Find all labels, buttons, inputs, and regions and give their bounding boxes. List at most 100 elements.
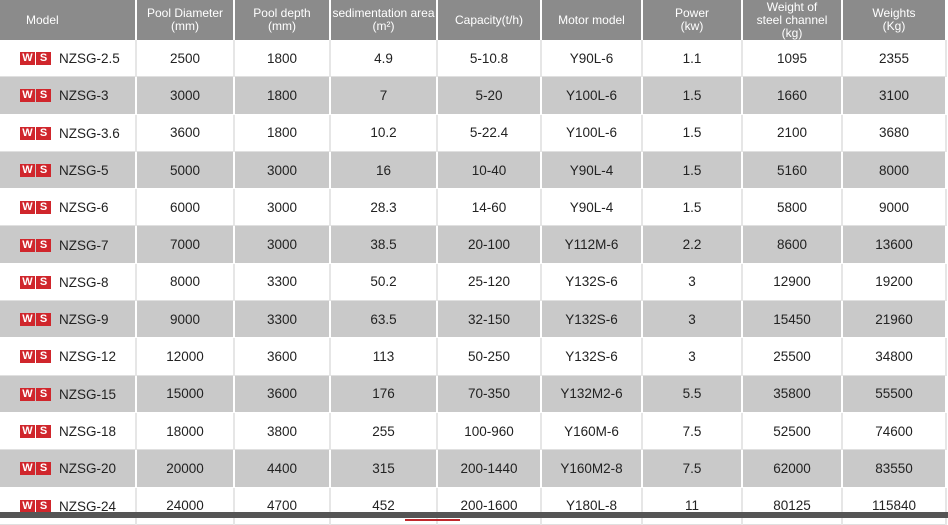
cell: 176	[330, 375, 438, 413]
cell: 3	[642, 337, 743, 376]
model-cell: W S NZSG-15	[0, 375, 137, 413]
model-cell: W S NZSG-3	[0, 76, 137, 115]
table-row: W S NZSG-6 6000 3000 28.3 14-60 Y90L-4 1.5 5800 90…	[0, 188, 947, 227]
header-cell: Pool depth (mm)	[234, 0, 331, 40]
table-row: W S NZSG-15 15000 3600 176 70-350 Y132M2-6 5.5 35…	[0, 375, 947, 413]
cell: 7	[330, 76, 438, 115]
table-row: W S NZSG-9 9000 3300 63.5 32-150 Y132S-6 3 15450 2…	[0, 300, 947, 339]
cell: 3300	[234, 263, 331, 302]
cell: 25-120	[437, 263, 542, 302]
model-name: NZSG-2.5	[59, 51, 120, 67]
cell: 34800	[842, 337, 947, 376]
cell: 55500	[842, 375, 947, 413]
cell: Y100L-6	[541, 76, 643, 115]
cell: 5800	[742, 188, 843, 227]
logo-letter: W	[20, 499, 35, 513]
cell: 10-40	[437, 151, 542, 190]
cell: 8000	[842, 151, 947, 190]
header-text: (kg)	[781, 25, 803, 40]
cell: 63.5	[330, 300, 438, 339]
cell: 1800	[234, 76, 331, 115]
cell: 21960	[842, 300, 947, 339]
logo-letter: W	[20, 350, 35, 364]
cell: 9000	[136, 300, 235, 339]
header-cell: Capacity(t/h)	[437, 0, 542, 40]
logo-letter: S	[36, 238, 51, 252]
cell: 1095	[742, 40, 843, 78]
cell: 32-150	[437, 300, 542, 339]
cell: Y132M2-6	[541, 375, 643, 413]
cell: Y160M-6	[541, 412, 643, 451]
cell: 3680	[842, 114, 947, 152]
header-cell: Weights (Kg)	[842, 0, 947, 40]
header-cell: Model	[0, 0, 137, 40]
cell: 20-100	[437, 225, 542, 264]
cell: 115840	[842, 487, 947, 525]
logo-letter: W	[20, 164, 35, 177]
model-cell: W S NZSG-6	[0, 188, 137, 227]
cell: 12000	[136, 337, 235, 376]
header-text: (Kg)	[882, 19, 906, 33]
cell: 15000	[136, 375, 235, 413]
table-row: W S NZSG-18 18000 3800 255 100-960 Y160M-6 7.5 52…	[0, 412, 947, 451]
header-text: Capacity(t/h)	[454, 12, 524, 27]
cell: 20000	[136, 449, 235, 488]
table-row: W S NZSG-5 5000 3000 16 10-40 Y90L-4 1.5 5160 8000	[0, 151, 947, 190]
cell: 100-960	[437, 412, 542, 451]
table-row: W S NZSG-3.6 3600 1800 10.2 5-22.4 Y100L-6 1.5 21…	[0, 114, 947, 152]
logo-letter: S	[36, 164, 51, 177]
cell: 2500	[136, 40, 235, 78]
cell: 35800	[742, 375, 843, 413]
cell: 1.1	[642, 40, 743, 78]
table-row: W S NZSG-20 20000 4400 315 200-1440 Y160M2-8 7.5…	[0, 449, 947, 488]
logo-letter: S	[36, 201, 51, 215]
cell: 1660	[742, 76, 843, 115]
cell: 6000	[136, 188, 235, 227]
cell: 19200	[842, 263, 947, 302]
header-cell: sedimentation area (m²)	[330, 0, 438, 40]
model-name: NZSG-6	[59, 200, 109, 216]
cell: 4400	[234, 449, 331, 488]
header-text: Power	[674, 6, 709, 20]
logo-letter: S	[36, 499, 51, 513]
cell: 38.5	[330, 225, 438, 264]
cell: 11	[642, 487, 743, 525]
cell: 83550	[842, 449, 947, 488]
cell: 1800	[234, 40, 331, 78]
cell: 50-250	[437, 337, 542, 376]
cell: 200-1600	[437, 487, 542, 525]
cell: 3600	[136, 114, 235, 152]
cell: 3800	[234, 412, 331, 451]
cell: 3000	[234, 151, 331, 190]
logo-letter: W	[20, 89, 35, 103]
header-text: (mm)	[171, 19, 199, 33]
cell: Y160M2-8	[541, 449, 643, 488]
model-name: NZSG-3	[59, 88, 109, 104]
logo-letter: S	[36, 313, 51, 327]
cell: Y90L-4	[541, 151, 643, 190]
cell: 2100	[742, 114, 843, 152]
cell: 25500	[742, 337, 843, 376]
cell: 4.9	[330, 40, 438, 78]
cell: 3	[642, 300, 743, 339]
bottom-bar	[0, 512, 948, 518]
logo-letter: W	[20, 52, 35, 66]
accent-line	[405, 519, 460, 521]
model-cell: W S NZSG-20	[0, 449, 137, 488]
header-text: Pool depth	[253, 6, 311, 20]
model-name: NZSG-7	[59, 237, 109, 253]
cell: 3000	[234, 225, 331, 264]
cell: 315	[330, 449, 438, 488]
cell: 2.2	[642, 225, 743, 264]
cell: 200-1440	[437, 449, 542, 488]
cell: 12900	[742, 263, 843, 302]
model-name: NZSG-24	[59, 498, 117, 514]
model-name: NZSG-20	[59, 461, 117, 477]
cell: Y132S-6	[541, 263, 643, 302]
header-text: Model	[26, 12, 59, 27]
model-name: NZSG-12	[59, 349, 117, 365]
logo-letter: S	[36, 126, 51, 140]
cell: 3600	[234, 375, 331, 413]
